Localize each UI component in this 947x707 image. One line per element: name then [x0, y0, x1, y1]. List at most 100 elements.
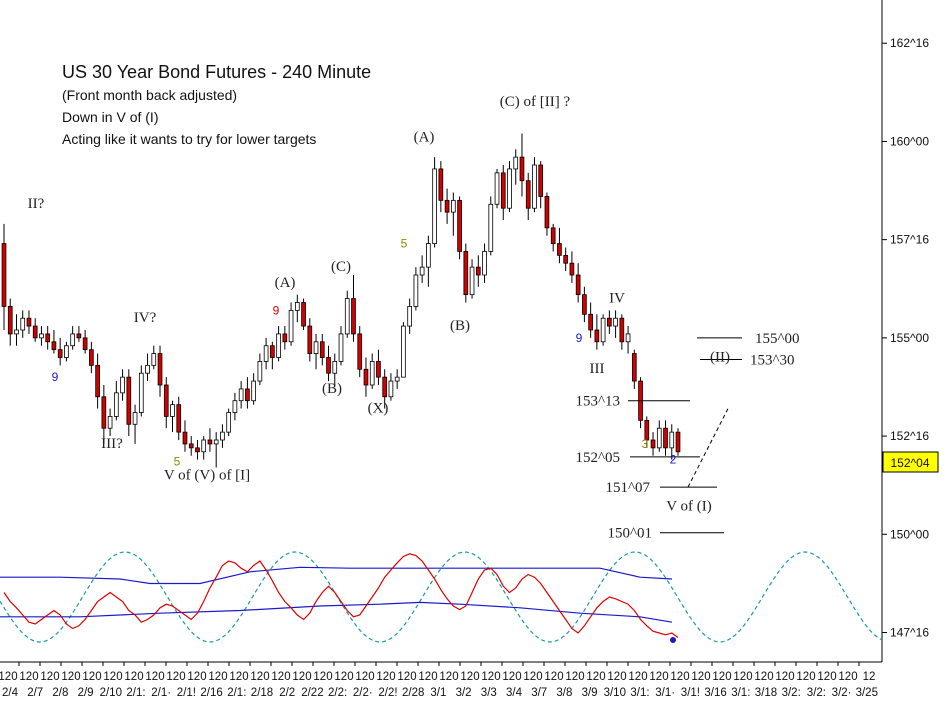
wave-label: V of (I) [666, 499, 712, 515]
candle-body [313, 341, 319, 354]
candle-body [388, 380, 394, 398]
x-tick-label-top: 120 [397, 671, 416, 683]
candle-body [332, 361, 338, 374]
x-tick-label-bottom: 2/22 [301, 687, 323, 699]
wave-label: (A) [275, 275, 296, 291]
count-mark: 2 [670, 453, 677, 467]
x-tick-label-top: 120 [40, 671, 59, 683]
candle-body [407, 306, 412, 327]
candle-body [600, 317, 606, 343]
wave-label: II? [28, 196, 45, 212]
x-tick-label-top: 120 [544, 671, 563, 683]
x-tick-label-top: 120 [838, 671, 857, 683]
candle-body [413, 274, 419, 307]
candle-body [26, 317, 32, 327]
wave-label: (X) [368, 401, 389, 417]
y-tick-label: 162^16 [890, 36, 929, 50]
x-tick-label-bottom: 2/2: [328, 687, 347, 699]
candle-body [550, 227, 556, 244]
wave-label: IV [609, 291, 625, 307]
candle-body [644, 419, 650, 441]
candle-body [213, 439, 219, 445]
x-tick-label-bottom: 3/1· [655, 687, 675, 699]
candle-body [263, 345, 269, 362]
x-tick-label-bottom: 2/28 [402, 687, 424, 699]
candle-body [188, 443, 194, 449]
candle-body [607, 317, 612, 327]
wave-label: (A) [414, 129, 435, 145]
last-price-label: 152^04 [891, 456, 930, 470]
note-line-3: Acting like it wants to try for lower ta… [62, 131, 316, 147]
candle-body [575, 274, 581, 296]
candle-body [419, 266, 425, 276]
candle-body [238, 388, 244, 402]
y-tick-label: 157^16 [890, 233, 929, 247]
x-tick-label-bottom: 2/1· [151, 687, 171, 699]
candle-body [220, 431, 225, 441]
candle-body [619, 317, 625, 343]
candle-body [113, 392, 119, 417]
candle-body [613, 317, 618, 327]
candle-body [344, 298, 350, 335]
x-tick-label-top: 120 [0, 671, 18, 683]
candle-body [444, 199, 450, 213]
x-tick-label-top: 12 [863, 671, 876, 683]
x-tick-label-top: 120 [376, 671, 395, 683]
candle-body [594, 329, 600, 343]
x-tick-label-bottom: 3/3 [481, 687, 497, 699]
candle-body [656, 427, 662, 449]
x-tick-label-bottom: 2/16 [200, 687, 222, 699]
x-tick-label-top: 120 [796, 671, 815, 683]
candle-body [663, 427, 668, 449]
target-label: 153^30 [750, 352, 795, 368]
candle-body [138, 372, 144, 413]
candle-body [326, 357, 331, 374]
wave-label: (B) [322, 381, 342, 397]
x-tick-label-bottom: 3/8 [556, 687, 572, 699]
x-tick-label-bottom: 3/2 [456, 687, 472, 699]
candle-body [176, 404, 182, 433]
x-tick-label-top: 120 [733, 671, 752, 683]
candle-body [588, 313, 593, 331]
candle-body [351, 298, 356, 335]
x-tick-label-bottom: 3/1 [430, 687, 446, 699]
candle-body [82, 337, 88, 351]
x-tick-label-bottom: 2/7 [27, 687, 43, 699]
y-tick-label: 160^00 [890, 134, 929, 148]
candle-body [107, 416, 113, 429]
x-tick-label-top: 120 [334, 671, 353, 683]
candle-body [14, 329, 19, 335]
candle-body [95, 364, 100, 398]
x-tick-label-top: 120 [628, 671, 647, 683]
candle-body [338, 333, 344, 362]
candle-body [157, 353, 163, 386]
x-tick-label-top: 120 [271, 671, 290, 683]
x-tick-label-top: 120 [649, 671, 668, 683]
upper-band-line [0, 566, 673, 585]
cycle-line [0, 551, 883, 643]
wave-label: (C) [331, 259, 351, 275]
target-label: 152^05 [575, 450, 620, 466]
candle-body [89, 349, 94, 366]
x-tick-label-top: 120 [502, 671, 521, 683]
candle-body [438, 168, 444, 201]
candle-body [563, 254, 569, 264]
count-mark: 9 [273, 303, 280, 317]
candle-body [488, 203, 494, 252]
oscillator-panel [0, 551, 883, 643]
x-tick-label-bottom: 2/18 [251, 687, 273, 699]
x-tick-label-bottom: 3/1: [731, 687, 750, 699]
candle-body [151, 353, 157, 366]
x-tick-label-bottom: 3/2: [807, 687, 826, 699]
candle-body [145, 364, 150, 374]
x-tick-label-bottom: 3/1! [681, 687, 700, 699]
axis-frame [0, 0, 883, 663]
x-tick-label-bottom: 2/9 [78, 687, 94, 699]
candle-body [201, 439, 207, 453]
x-tick-label-bottom: 2/1! [177, 687, 196, 699]
x-tick-label-top: 120 [775, 671, 794, 683]
candle-body [182, 431, 188, 445]
wave-label: (C) of [II] ? [500, 94, 571, 110]
candle-body [469, 266, 475, 296]
candle-body [126, 376, 132, 425]
